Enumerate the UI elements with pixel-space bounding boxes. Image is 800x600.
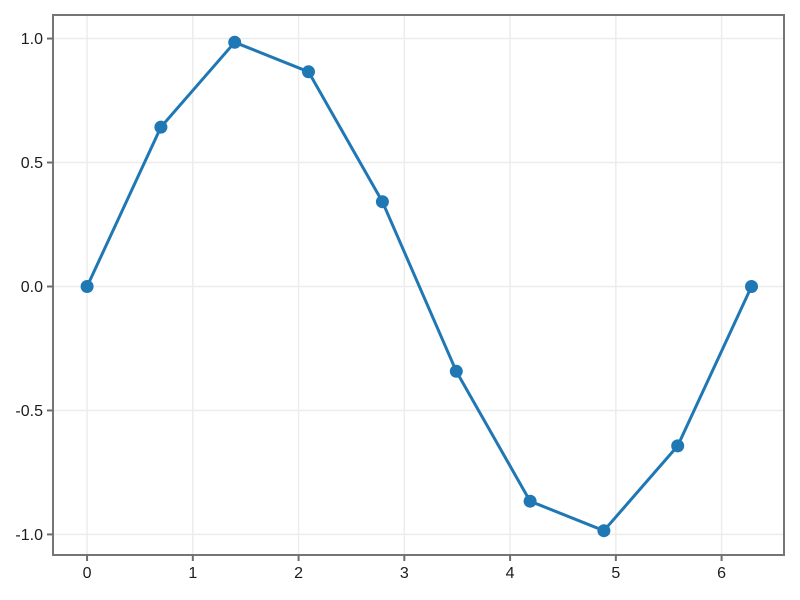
data-point-marker <box>228 35 242 49</box>
tick-labels: 0 1 2 3 4 5 6 1.0 0.5 0.0 -0.5 -1.0 <box>15 31 726 582</box>
data-point-marker <box>523 494 537 508</box>
plot-border <box>52 14 785 556</box>
y-tick-label: 0.0 <box>21 279 43 296</box>
axis-frame <box>52 14 785 556</box>
data-point-marker <box>80 280 94 293</box>
axis-ticks <box>47 37 723 561</box>
gridlines <box>53 15 784 555</box>
x-tick-label: 0 <box>83 565 92 582</box>
data-point-marker <box>375 195 389 209</box>
x-tick-label: 2 <box>294 565 303 582</box>
data-point-marker <box>597 524 611 538</box>
x-tick-label: 6 <box>717 565 726 582</box>
x-tick-label: 3 <box>400 565 409 582</box>
data-series <box>80 35 758 538</box>
y-tick-label: 0.5 <box>21 155 43 172</box>
data-point-marker <box>745 280 758 293</box>
data-point-marker <box>449 364 463 378</box>
data-point-marker <box>302 65 315 79</box>
y-tick-label: 1.0 <box>21 31 43 48</box>
x-tick-label: 1 <box>188 565 197 582</box>
y-tick-label: -0.5 <box>15 403 43 420</box>
y-tick-label: -1.0 <box>15 527 43 544</box>
series-line <box>85 40 753 533</box>
x-tick-label: 5 <box>611 565 620 582</box>
data-point-marker <box>154 120 168 134</box>
x-tick-label: 4 <box>506 565 515 582</box>
data-point-marker <box>671 439 685 453</box>
